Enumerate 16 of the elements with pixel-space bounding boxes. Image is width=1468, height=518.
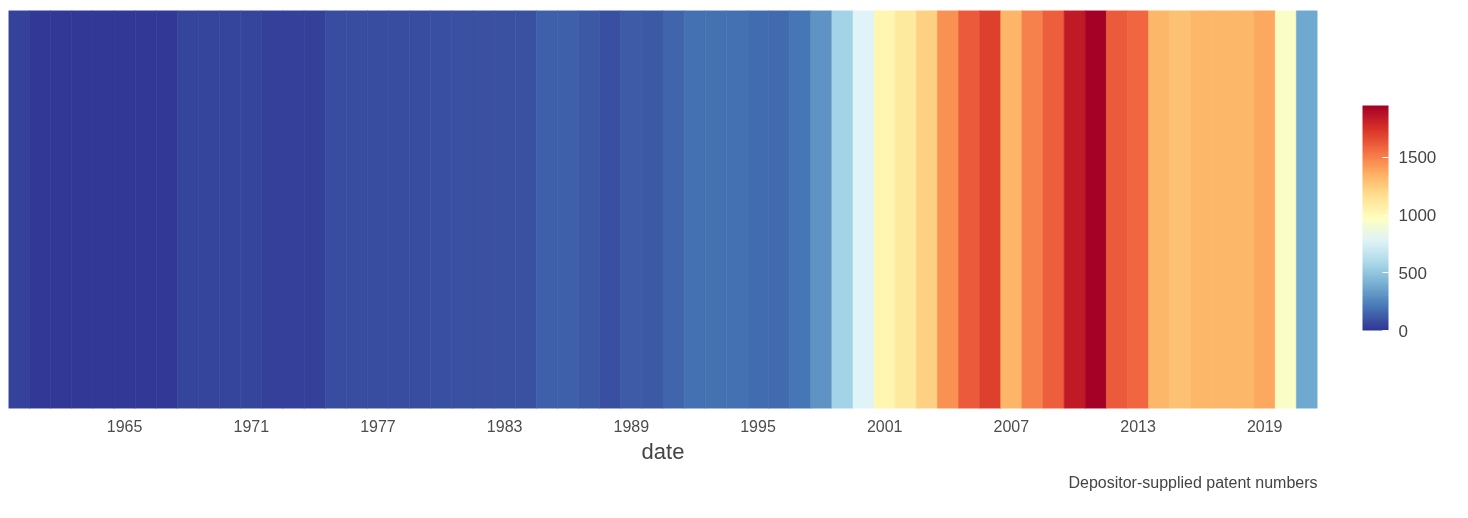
color-bar-label: 1000	[1398, 206, 1437, 226]
x-axis-title: date	[641, 438, 685, 464]
x-tick-label: 1983	[486, 417, 523, 435]
x-tick-label: 1995	[740, 417, 776, 435]
text: Depositor-supplied patent numbers	[1068, 473, 1318, 491]
x-tick-label: 2013	[1120, 417, 1156, 435]
color-bar-label: 1500	[1398, 148, 1437, 168]
x-tick-label: 2007	[993, 417, 1030, 435]
color-bar-label: 0	[1398, 321, 1408, 341]
x-tick-label: 2019	[1246, 417, 1283, 435]
x-tick-label: 1977	[360, 417, 396, 435]
x-tick-label: 1971	[233, 417, 270, 435]
color-bar-label: 500	[1398, 263, 1427, 283]
x-tick-label: 2001	[866, 417, 903, 435]
x-tick-label: 1965	[106, 417, 143, 435]
x-tick-label: 1989	[613, 417, 650, 435]
